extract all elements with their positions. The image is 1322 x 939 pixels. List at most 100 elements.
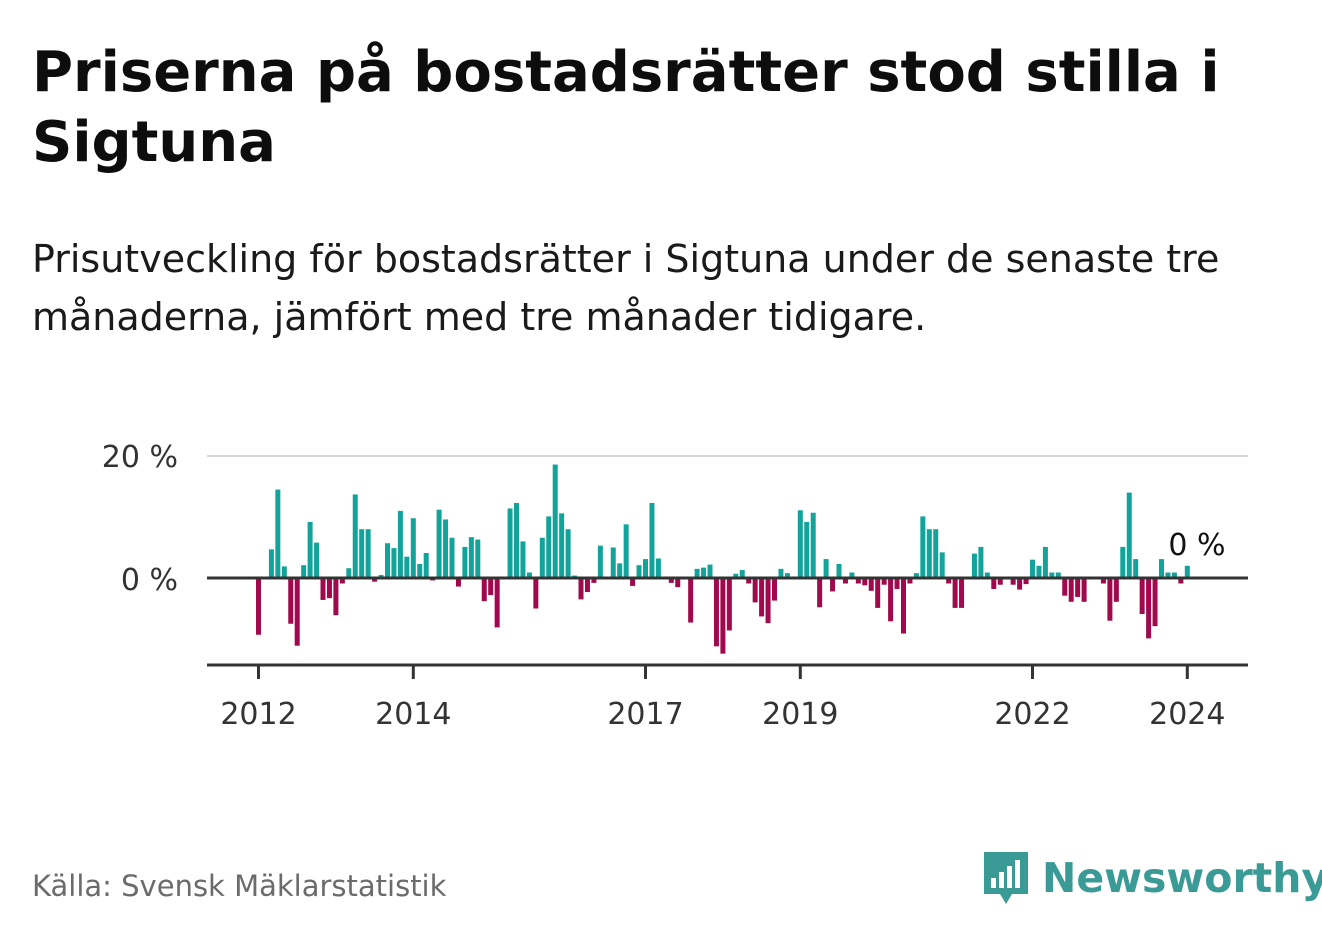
bar bbox=[868, 578, 874, 591]
bar bbox=[946, 578, 952, 584]
bar bbox=[1184, 565, 1190, 578]
brand-name: Newsworthy bbox=[1042, 854, 1322, 902]
bar bbox=[823, 559, 829, 578]
bar bbox=[939, 552, 945, 578]
x-tick-label: 2012 bbox=[220, 697, 296, 732]
bar bbox=[991, 578, 997, 589]
bar bbox=[959, 578, 965, 608]
bar bbox=[1120, 546, 1126, 578]
bar bbox=[520, 541, 526, 578]
bar bbox=[1055, 572, 1061, 578]
bar bbox=[1126, 492, 1132, 578]
bar bbox=[443, 519, 449, 578]
bar bbox=[378, 574, 384, 578]
bar bbox=[675, 578, 681, 588]
bar bbox=[643, 559, 648, 578]
bar bbox=[423, 552, 429, 578]
bar bbox=[862, 578, 868, 586]
bars-group bbox=[256, 464, 1190, 654]
source-note: Källa: Svensk Mäklarstatistik bbox=[32, 869, 447, 903]
bar bbox=[288, 578, 294, 624]
bar bbox=[507, 508, 513, 578]
bar bbox=[475, 539, 481, 578]
bar bbox=[281, 566, 287, 578]
bar bbox=[1081, 578, 1087, 602]
bar bbox=[578, 578, 584, 600]
bar bbox=[1171, 572, 1177, 578]
bar bbox=[617, 563, 623, 578]
bar bbox=[926, 529, 932, 578]
bar bbox=[997, 578, 1003, 585]
chart-subtitle: Prisutveckling för bostadsrätter i Sigtu… bbox=[32, 237, 1220, 339]
bar bbox=[759, 578, 765, 617]
bar bbox=[836, 563, 842, 578]
bar bbox=[559, 513, 565, 578]
bar bbox=[346, 568, 352, 578]
bar bbox=[720, 578, 726, 654]
bar bbox=[655, 558, 661, 578]
bar bbox=[746, 578, 752, 584]
bar bbox=[1023, 578, 1029, 585]
bar bbox=[1062, 578, 1068, 596]
bar bbox=[326, 578, 332, 599]
bar bbox=[404, 556, 410, 578]
bar bbox=[1036, 565, 1042, 578]
bar bbox=[584, 578, 590, 593]
bar bbox=[391, 548, 397, 578]
bar bbox=[630, 578, 636, 586]
bar bbox=[320, 578, 326, 600]
bar bbox=[372, 578, 378, 582]
bar bbox=[913, 573, 919, 578]
bar bbox=[1017, 578, 1023, 590]
chart-title: Priserna på bostadsrätter stod stilla i … bbox=[32, 40, 1220, 175]
bar bbox=[359, 529, 365, 578]
y-tick-20: 20 % bbox=[102, 440, 178, 475]
bar bbox=[1159, 559, 1164, 578]
bar bbox=[1113, 578, 1119, 602]
bar bbox=[881, 578, 887, 585]
x-tick-label: 2019 bbox=[762, 697, 838, 732]
bar bbox=[688, 578, 694, 623]
bar bbox=[1146, 578, 1152, 639]
bar bbox=[397, 510, 403, 578]
bar bbox=[1107, 578, 1113, 621]
bar bbox=[649, 502, 655, 578]
x-tick-label: 2017 bbox=[607, 697, 683, 732]
bar bbox=[797, 510, 803, 578]
bar bbox=[971, 553, 977, 578]
bar bbox=[875, 578, 881, 608]
bar bbox=[314, 542, 320, 578]
bar bbox=[1075, 578, 1081, 597]
bar bbox=[533, 578, 539, 609]
bar bbox=[933, 529, 939, 578]
bar bbox=[623, 524, 629, 578]
bar bbox=[449, 537, 455, 578]
bar bbox=[539, 537, 545, 578]
bar bbox=[526, 572, 532, 578]
bar bbox=[694, 568, 700, 578]
bar bbox=[1030, 559, 1035, 578]
bar bbox=[552, 464, 558, 578]
bar bbox=[352, 494, 358, 578]
bar bbox=[772, 578, 777, 601]
bar bbox=[784, 573, 790, 578]
bar bbox=[468, 537, 474, 578]
bar bbox=[1178, 578, 1184, 584]
bar bbox=[952, 578, 958, 608]
bar bbox=[707, 564, 713, 578]
bar bbox=[888, 578, 894, 622]
bar bbox=[339, 578, 345, 584]
bar bbox=[410, 518, 416, 578]
bar bbox=[333, 578, 339, 616]
bar bbox=[765, 578, 771, 624]
bar bbox=[752, 578, 758, 603]
bar bbox=[610, 547, 616, 578]
bar bbox=[984, 572, 990, 578]
bar bbox=[481, 578, 487, 602]
bar bbox=[565, 529, 571, 578]
bar bbox=[256, 578, 261, 635]
x-tick-label: 2024 bbox=[1149, 697, 1225, 732]
bar bbox=[804, 521, 810, 578]
bar bbox=[436, 509, 442, 578]
bar bbox=[1049, 572, 1055, 578]
